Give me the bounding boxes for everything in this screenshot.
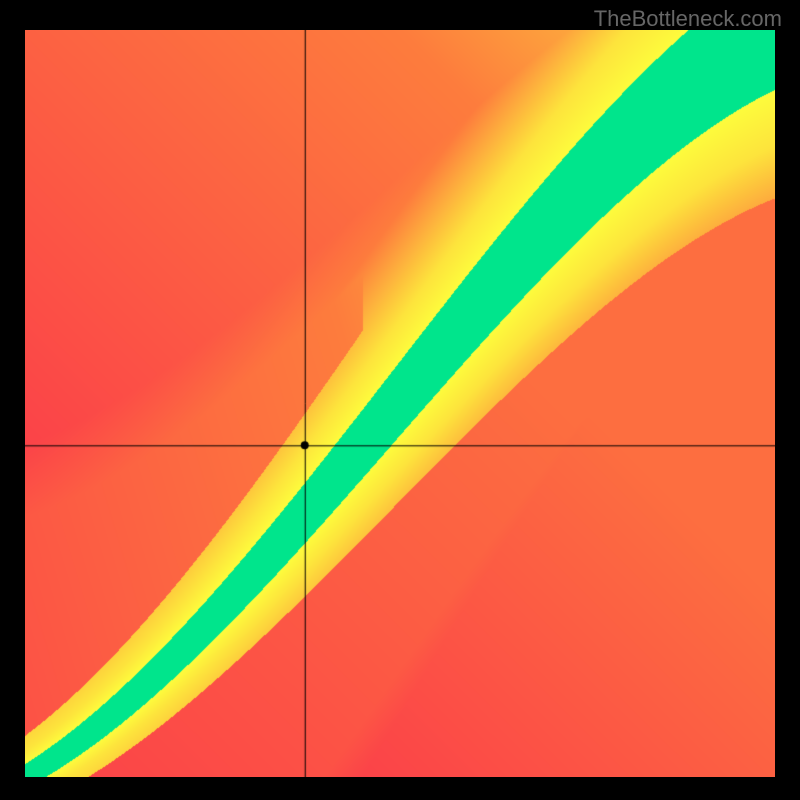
watermark-text: TheBottleneck.com [594,6,782,32]
bottleneck-heatmap-container: { "watermark": "TheBottleneck.com", "hea… [0,0,800,800]
bottleneck-heatmap [25,30,775,777]
